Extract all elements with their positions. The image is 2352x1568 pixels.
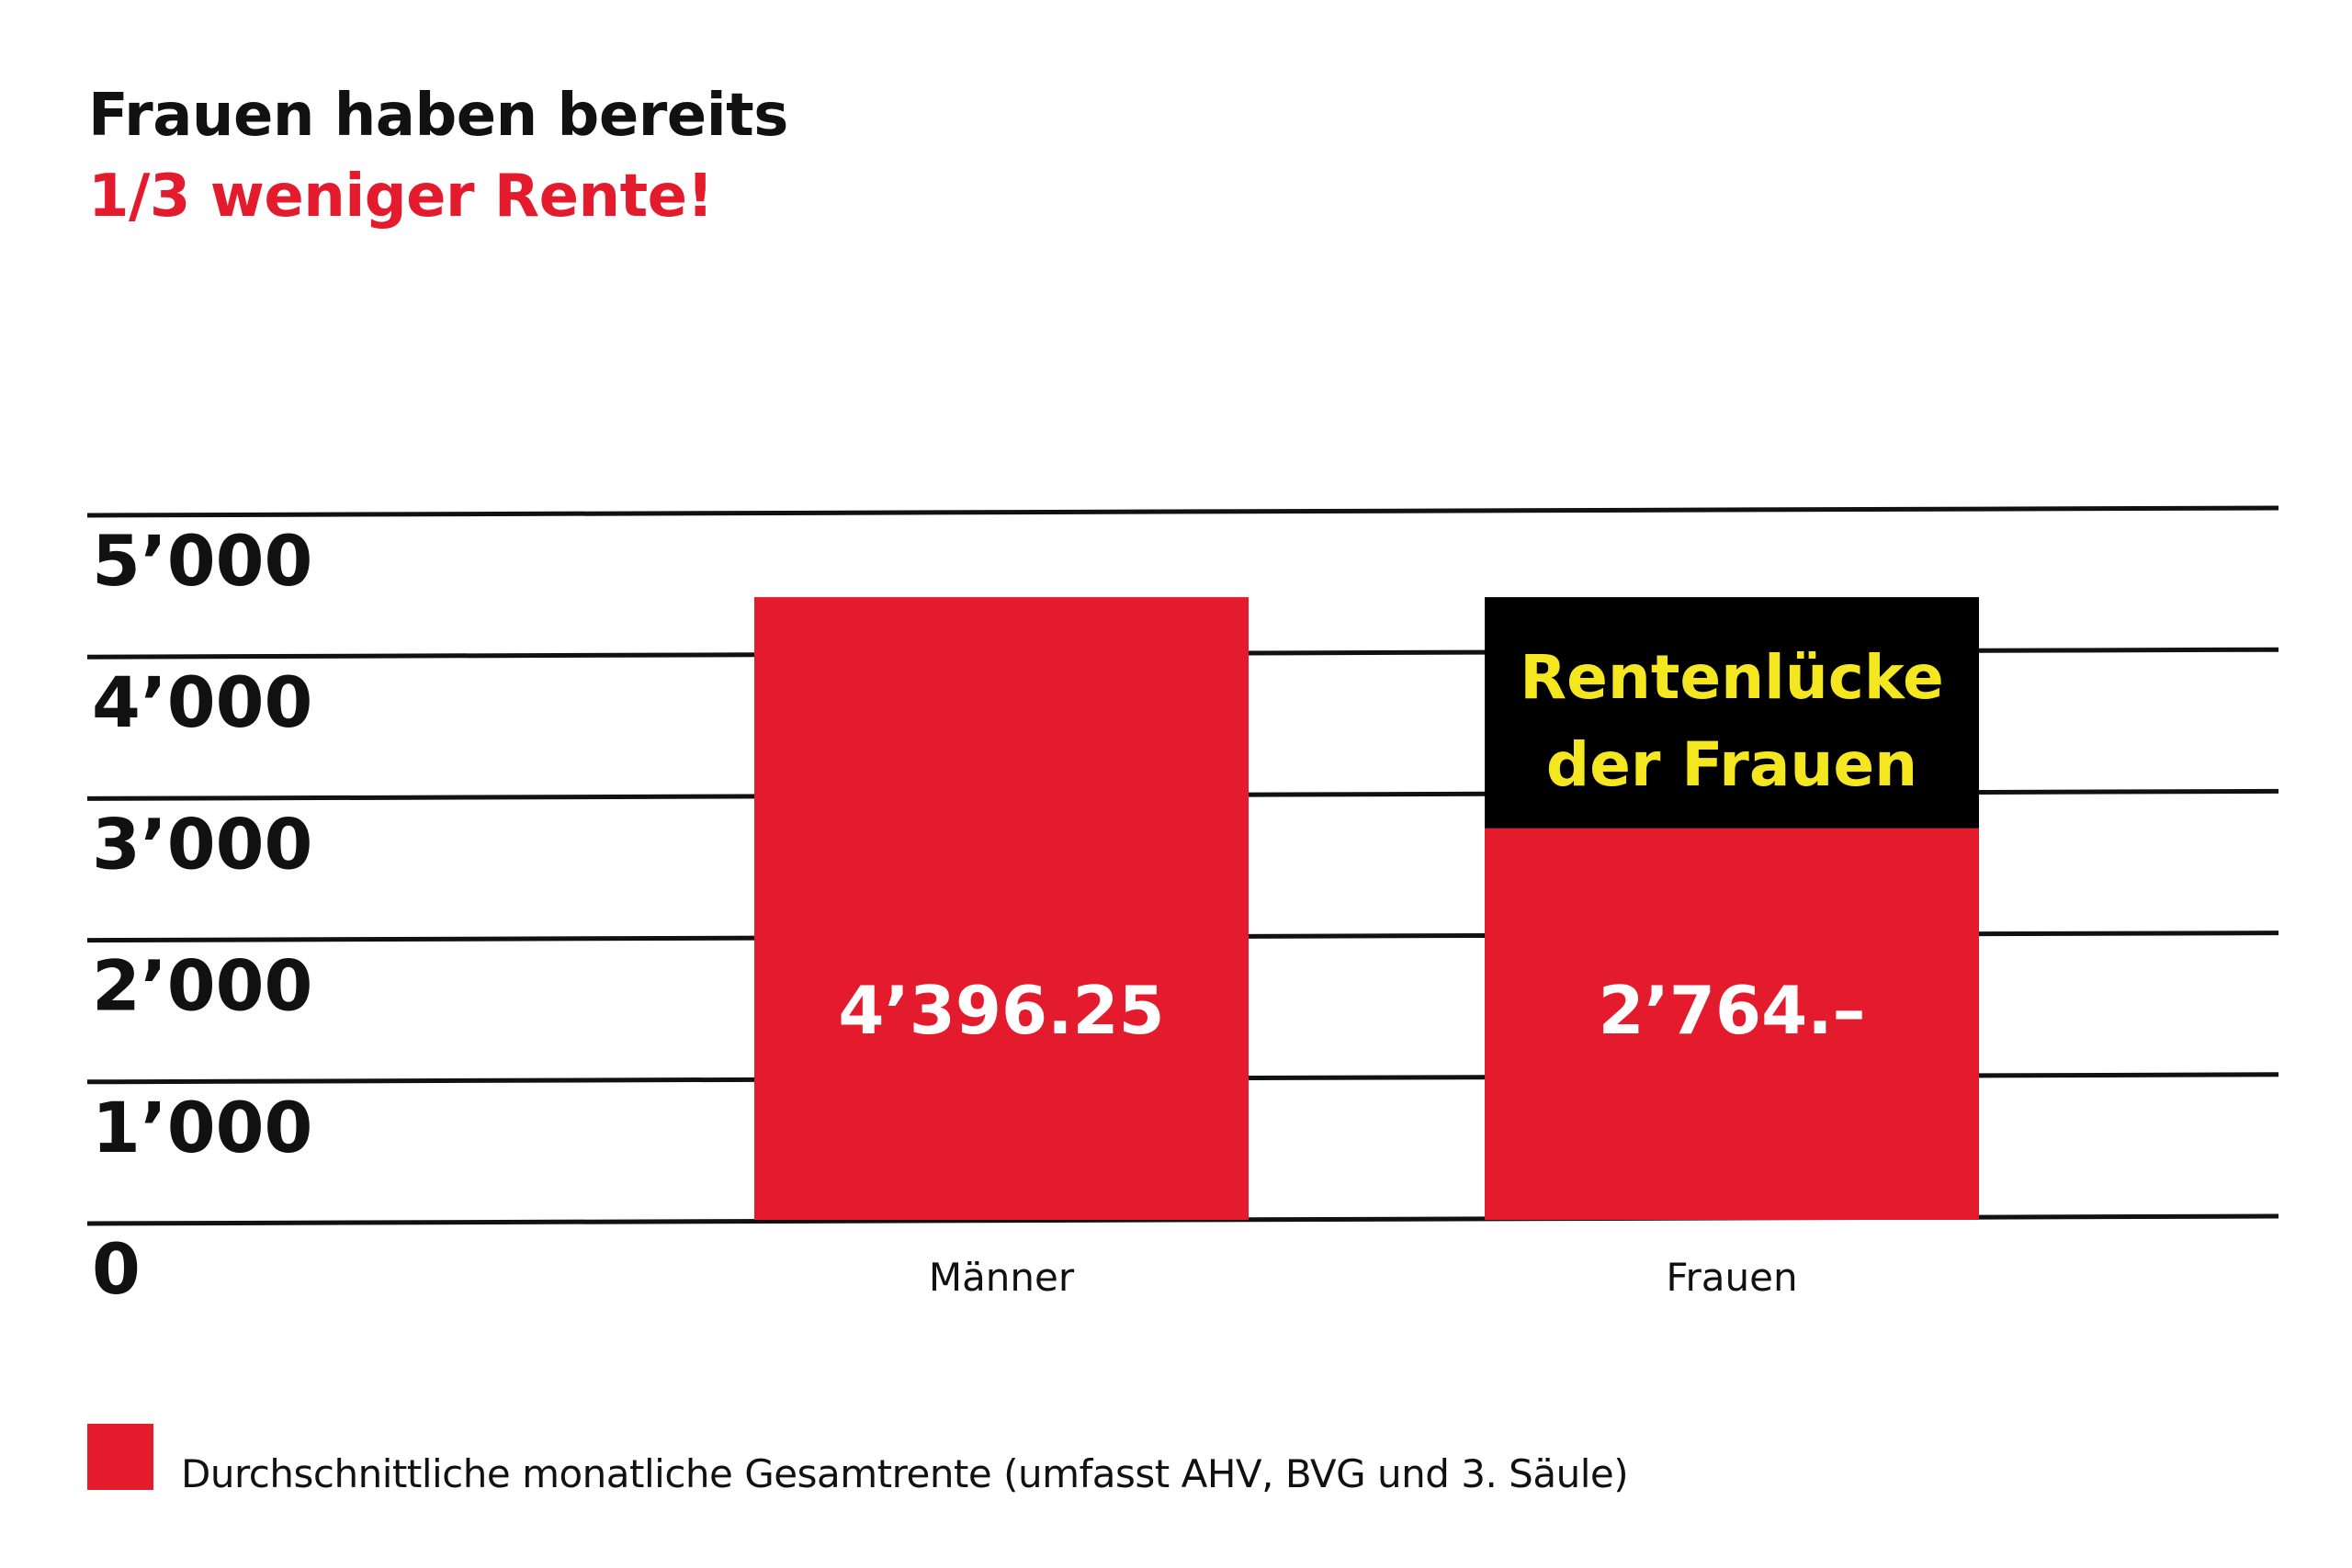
y-tick-label-3000: 3’000: [92, 803, 312, 885]
legend-label: Durchschnittliche monatliche Gesamtrente…: [181, 1450, 1629, 1496]
gridline-5000: [86, 505, 2279, 518]
gap-label-line-2: der Frauen: [1546, 729, 1917, 800]
title-line-1: Frauen haben bereits: [88, 82, 788, 150]
legend: Durchschnittliche monatliche Gesamtrente…: [87, 1424, 1629, 1496]
legend-swatch: [87, 1424, 153, 1490]
y-tick-label-0: 0: [92, 1228, 141, 1310]
y-tick-label-2000: 2’000: [92, 945, 312, 1027]
y-tick-label-4000: 4’000: [92, 661, 312, 743]
value-label-männer: 4’396.25: [838, 972, 1164, 1049]
gap-box: [1485, 597, 1979, 829]
y-tick-label-1000: 1’000: [92, 1087, 312, 1168]
value-label-frauen: 2’764.–: [1598, 972, 1865, 1049]
x-tick-label-männer: Männer: [929, 1255, 1075, 1300]
title-line-2: 1/3 weniger Rente!: [88, 163, 714, 231]
bar-männer: [754, 597, 1249, 1220]
x-tick-label-frauen: Frauen: [1666, 1255, 1797, 1300]
bar-frauen: [1485, 828, 1979, 1220]
gap-label-line-1: Rentenlücke: [1520, 642, 1943, 713]
y-tick-label-5000: 5’000: [92, 520, 312, 602]
chart-title: Frauen haben bereits 1/3 weniger Rente!: [88, 75, 788, 237]
